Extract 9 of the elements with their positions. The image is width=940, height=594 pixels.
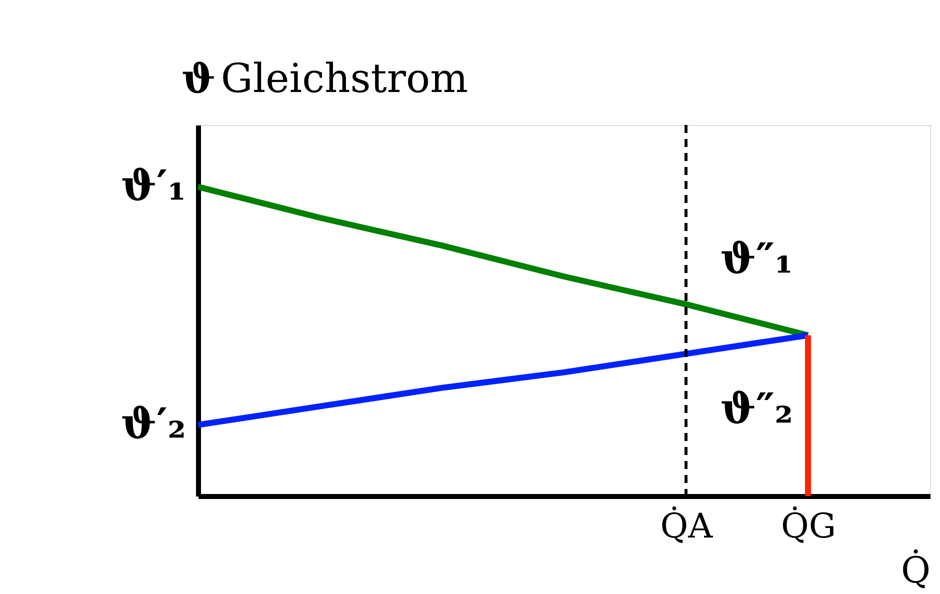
text: ϑ′₁: [120, 160, 186, 210]
annotation: ϑ″₁: [720, 234, 793, 284]
text: ϑ′₂: [120, 398, 186, 448]
x-axis-title: Q̇: [900, 548, 930, 592]
x-tick-label: Q̇A: [660, 505, 714, 546]
chart-title: Gleichstrom: [220, 56, 468, 102]
annotation: ϑ″₂: [720, 384, 793, 434]
x-tick-label: Q̇G: [780, 505, 836, 546]
y-axis-title: ϑ: [182, 56, 216, 102]
